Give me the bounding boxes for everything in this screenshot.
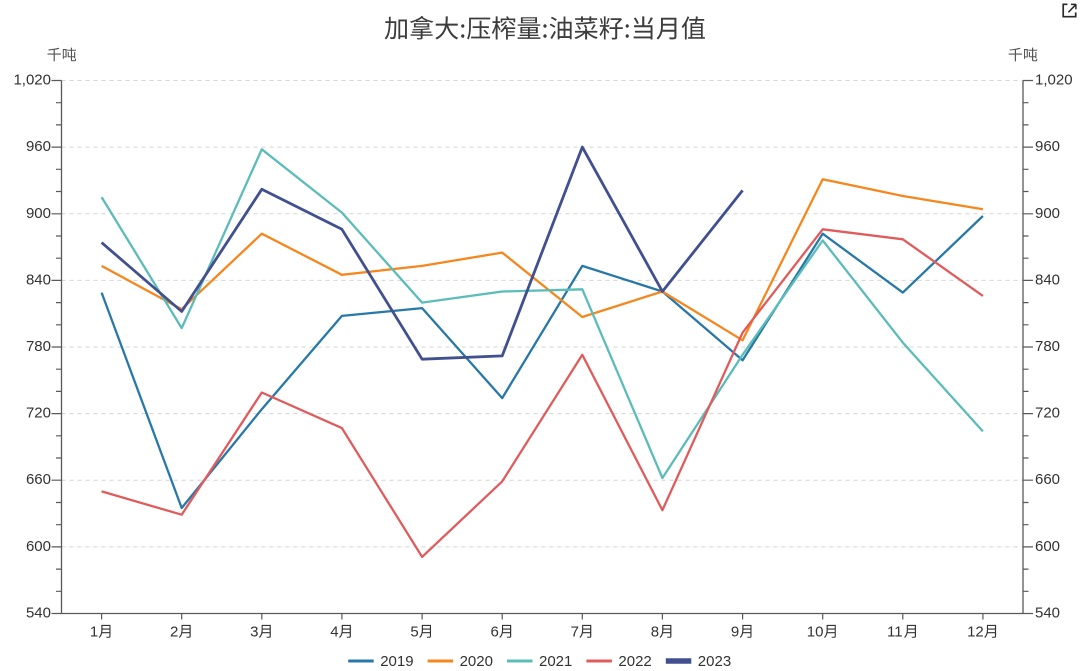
svg-text:960: 960 <box>1035 138 1060 155</box>
svg-text:900: 900 <box>1035 205 1060 222</box>
svg-text:6: 6 <box>491 624 499 641</box>
svg-text:720: 720 <box>1035 405 1060 422</box>
svg-text:3: 3 <box>250 624 258 641</box>
svg-text:2020: 2020 <box>460 653 493 670</box>
svg-text:540: 540 <box>1035 605 1060 622</box>
svg-text:660: 660 <box>26 471 51 488</box>
svg-text:1,020: 1,020 <box>13 72 51 89</box>
svg-text:540: 540 <box>26 605 51 622</box>
svg-text:720: 720 <box>26 405 51 422</box>
svg-text:2023: 2023 <box>698 653 731 670</box>
svg-text:2022: 2022 <box>618 653 651 670</box>
svg-text:1: 1 <box>90 624 98 641</box>
svg-text:10: 10 <box>807 624 824 641</box>
svg-text:600: 600 <box>1035 538 1060 555</box>
svg-text:780: 780 <box>1035 338 1060 355</box>
svg-text:2: 2 <box>170 624 178 641</box>
svg-text:12: 12 <box>967 624 984 641</box>
svg-text:4: 4 <box>330 624 338 641</box>
svg-text:900: 900 <box>26 205 51 222</box>
svg-text:5: 5 <box>410 624 418 641</box>
svg-text:840: 840 <box>26 271 51 288</box>
svg-text:11: 11 <box>887 624 903 641</box>
svg-text:1,020: 1,020 <box>1035 72 1073 89</box>
svg-text:960: 960 <box>26 138 51 155</box>
svg-text:7: 7 <box>571 624 579 641</box>
svg-text:600: 600 <box>26 538 51 555</box>
svg-text:2021: 2021 <box>539 653 572 670</box>
svg-text:780: 780 <box>26 338 51 355</box>
svg-text:840: 840 <box>1035 271 1060 288</box>
svg-text:660: 660 <box>1035 471 1060 488</box>
svg-text:2019: 2019 <box>380 653 413 670</box>
svg-text:9: 9 <box>731 624 739 641</box>
svg-text:8: 8 <box>651 624 659 641</box>
